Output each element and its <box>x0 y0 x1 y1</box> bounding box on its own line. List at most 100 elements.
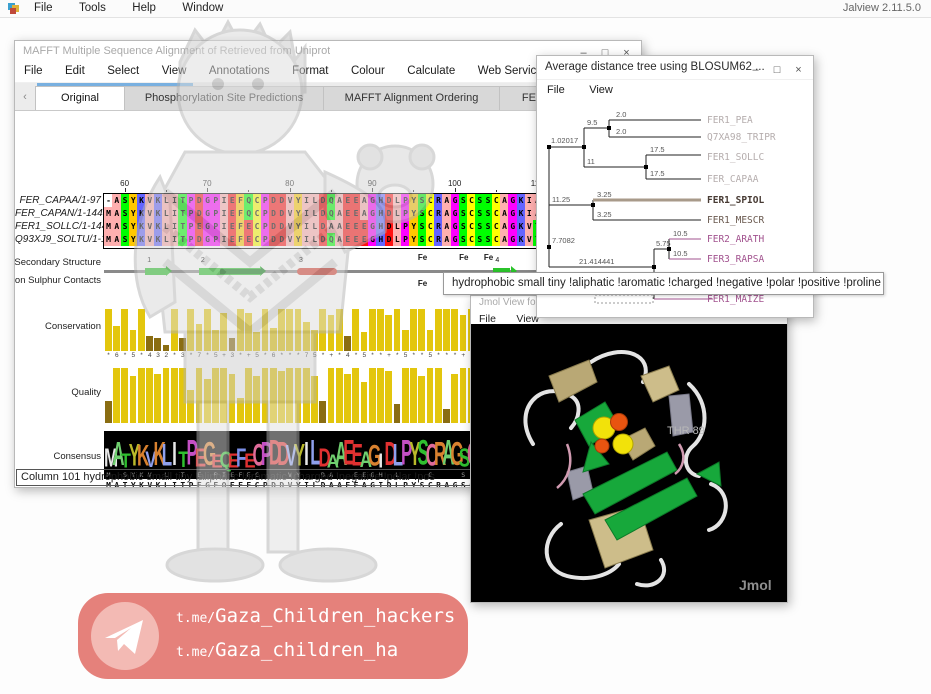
tree-window-titlebar[interactable]: Average distance tree using BLOSUM62 ...… <box>537 56 813 80</box>
residue-cell[interactable]: A <box>500 233 509 246</box>
tab-original[interactable]: Original <box>35 86 125 110</box>
tab-phosphorylation[interactable]: Phosphorylation Site Predictions <box>124 86 324 110</box>
residue-cell[interactable]: P <box>401 233 410 246</box>
residue-cell[interactable]: S <box>458 220 468 233</box>
maximize-button[interactable]: □ <box>773 64 781 76</box>
annotation-label-consensus[interactable]: Consensus <box>53 451 101 462</box>
residue-cell[interactable]: G <box>450 233 460 246</box>
residue-cell[interactable]: D <box>384 220 394 233</box>
residue-cell[interactable]: S <box>475 233 485 246</box>
minimize-button[interactable]: – <box>752 64 759 76</box>
residue-cell[interactable]: A <box>442 194 452 207</box>
residue-cell[interactable]: G <box>508 233 518 246</box>
residue-cell[interactable]: A <box>500 194 509 207</box>
residue-cell[interactable]: S <box>475 207 485 220</box>
residue-cell[interactable]: I <box>524 194 534 207</box>
menu-annotations[interactable]: Annotations <box>208 65 270 77</box>
residue-cell[interactable]: C <box>467 220 476 233</box>
residue-cell[interactable]: R <box>434 194 443 207</box>
residue-cell[interactable]: G <box>450 194 460 207</box>
telegram-link-1[interactable]: t.me/Gaza_Children_hackers <box>176 605 456 627</box>
jmol-menu-file[interactable]: File <box>479 313 496 325</box>
residue-cell[interactable]: Y <box>128 194 138 207</box>
structure-3d-canvas[interactable]: THR 89 Jmol <box>471 324 787 602</box>
residue-cell[interactable]: S <box>475 194 485 207</box>
menu-edit[interactable]: Edit <box>64 65 85 77</box>
residue-cell[interactable]: M <box>104 220 113 233</box>
residue-cell[interactable]: M <box>104 207 113 220</box>
tab-scroll-left-chevron-icon[interactable]: ‹ <box>23 91 27 103</box>
menu-calculate[interactable]: Calculate <box>407 65 456 77</box>
menu-view[interactable]: View <box>161 65 187 77</box>
residue-cell[interactable]: C <box>491 207 501 220</box>
residue-cell[interactable]: G <box>450 207 460 220</box>
residue-cell[interactable]: C <box>425 220 435 233</box>
residue-cell[interactable]: C <box>425 233 435 246</box>
beta-strand-arrow[interactable] <box>145 268 166 275</box>
residue-cell[interactable]: S <box>417 220 427 233</box>
residue-cell[interactable]: R <box>434 207 443 220</box>
maximize-button[interactable]: □ <box>601 47 609 59</box>
residue-cell[interactable]: Y <box>409 220 419 233</box>
helix-glyph[interactable] <box>297 267 338 275</box>
tab-mafft-ordering[interactable]: MAFFT Alignment Ordering <box>323 86 500 110</box>
residue-cell[interactable]: K <box>516 233 526 246</box>
beta-strand-arrow[interactable] <box>493 268 511 275</box>
residue-cell[interactable]: G <box>508 194 518 207</box>
tree-menu-view[interactable]: View <box>589 84 613 96</box>
residue-cell[interactable]: G <box>508 207 518 220</box>
residue-cell[interactable]: S <box>483 194 493 207</box>
residue-cell[interactable]: S <box>483 220 493 233</box>
residue-cell[interactable]: S <box>483 207 493 220</box>
tree-leaf-fer1-sollc[interactable]: FER1_SOLLC <box>707 152 764 163</box>
sequence-name[interactable]: FER1_SOLLC/1-144 <box>15 221 108 232</box>
residue-cell[interactable]: S <box>458 194 468 207</box>
residue-cell[interactable]: A <box>112 194 122 207</box>
close-button[interactable]: × <box>795 64 802 76</box>
residue-cell[interactable]: A <box>500 207 509 220</box>
tree-leaf-fer1-spiol[interactable]: FER1_SPIOL <box>707 195 764 206</box>
residue-cell[interactable]: G <box>508 220 518 233</box>
residue-cell[interactable]: C <box>491 233 501 246</box>
residue-cell[interactable]: R <box>434 220 443 233</box>
residue-cell[interactable]: Y <box>128 233 138 246</box>
tree-leaf-fer-capaa[interactable]: FER_CAPAA <box>707 174 759 185</box>
tree-leaf-q7xa98[interactable]: Q7XA98_TRIPR <box>707 132 776 143</box>
residue-cell[interactable]: A <box>442 233 452 246</box>
phylogenetic-tree-canvas[interactable]: 2.0 2.0 9.5 1.02017 17.5 17.5 11 3.25 3.… <box>537 98 813 316</box>
telegram-link-2[interactable]: t.me/Gaza_children_ha <box>176 639 399 661</box>
residue-cell[interactable]: M <box>104 233 113 246</box>
residue-cell[interactable]: C <box>491 194 501 207</box>
jmol-menu-view[interactable]: View <box>516 313 539 325</box>
residue-cell[interactable]: S <box>417 233 427 246</box>
menu-file[interactable]: File <box>24 65 43 77</box>
residue-cell[interactable]: S <box>120 233 130 246</box>
residue-cell[interactable]: Y <box>409 233 419 246</box>
residue-cell[interactable]: C <box>467 194 476 207</box>
annotation-label-quality[interactable]: Quality <box>71 387 101 398</box>
residue-cell[interactable]: A <box>500 220 509 233</box>
residue-cell[interactable]: C <box>467 207 476 220</box>
tree-leaf-fer1-maize[interactable]: FER1_MAIZE <box>707 294 764 305</box>
residue-cell[interactable]: L <box>392 220 402 233</box>
residue-cell[interactable]: S <box>458 233 468 246</box>
residue-cell[interactable]: A <box>112 233 122 246</box>
residue-cell[interactable]: S <box>458 207 468 220</box>
residue-cell[interactable]: G <box>450 220 460 233</box>
menu-colour[interactable]: Colour <box>350 65 385 77</box>
tree-leaf-fer2-arath[interactable]: FER2_ARATH <box>707 234 764 245</box>
residue-cell[interactable]: S <box>120 194 130 207</box>
app-menu-tools[interactable]: Tools <box>78 2 106 14</box>
annotation-label-conservation[interactable]: Conservation <box>45 321 101 332</box>
tree-leaf-fer1-pea[interactable]: FER1_PEA <box>707 115 753 126</box>
residue-cell[interactable]: A <box>442 220 452 233</box>
residue-cell[interactable]: A <box>112 220 122 233</box>
close-button[interactable]: × <box>623 47 630 59</box>
sequence-name[interactable]: Q93XJ9_SOLTU/1-144 <box>15 234 118 245</box>
tree-leaf-fer3-rapsa[interactable]: FER3_RAPSA <box>707 254 764 265</box>
residue-cell[interactable]: A <box>112 207 122 220</box>
menu-webservice[interactable]: Web Service <box>477 65 543 77</box>
residue-cell[interactable]: S <box>120 207 130 220</box>
app-menu-file[interactable]: File <box>34 2 53 14</box>
tree-leaf-fer1-mescr[interactable]: FER1_MESCR <box>707 215 764 226</box>
